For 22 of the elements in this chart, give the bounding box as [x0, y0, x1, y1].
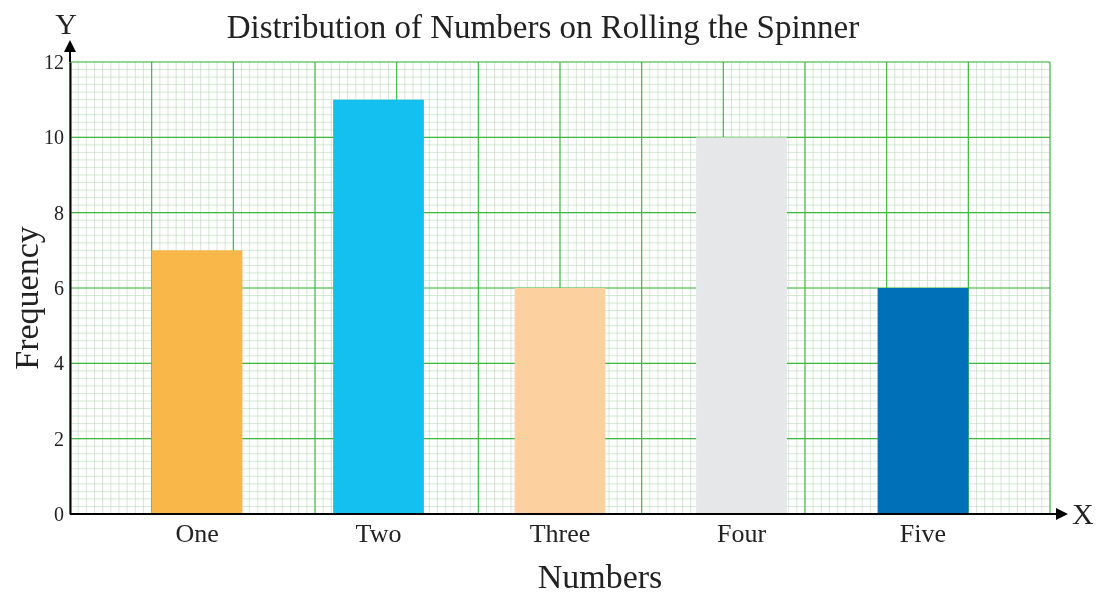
y-tick-label: 12: [44, 50, 64, 73]
x-tick-label: One: [175, 519, 219, 549]
y-tick-label: 2: [54, 427, 64, 450]
bar: [151, 250, 243, 514]
x-tick-label: Five: [899, 519, 947, 549]
text: X: [1072, 497, 1094, 530]
x-tick-label: Three: [529, 519, 591, 549]
bar: [696, 137, 787, 514]
y-tick-label: 4: [54, 352, 64, 375]
bar: [333, 99, 424, 514]
y-tick-label: 10: [44, 126, 64, 149]
x-axis-title: Numbers: [537, 558, 663, 592]
bar: [877, 288, 969, 514]
bar: [514, 288, 606, 514]
y-tick-label: 8: [54, 201, 64, 224]
y-tick-label: 6: [54, 276, 64, 299]
y-axis-title: Frequency: [8, 226, 45, 370]
x-tick-label: Two: [355, 519, 402, 549]
chart-title: Distribution of Numbers on Rolling the Spinner: [226, 9, 860, 45]
text: Y: [55, 7, 77, 40]
y-tick-label: 0: [54, 502, 64, 525]
x-tick-label: Four: [716, 519, 767, 549]
